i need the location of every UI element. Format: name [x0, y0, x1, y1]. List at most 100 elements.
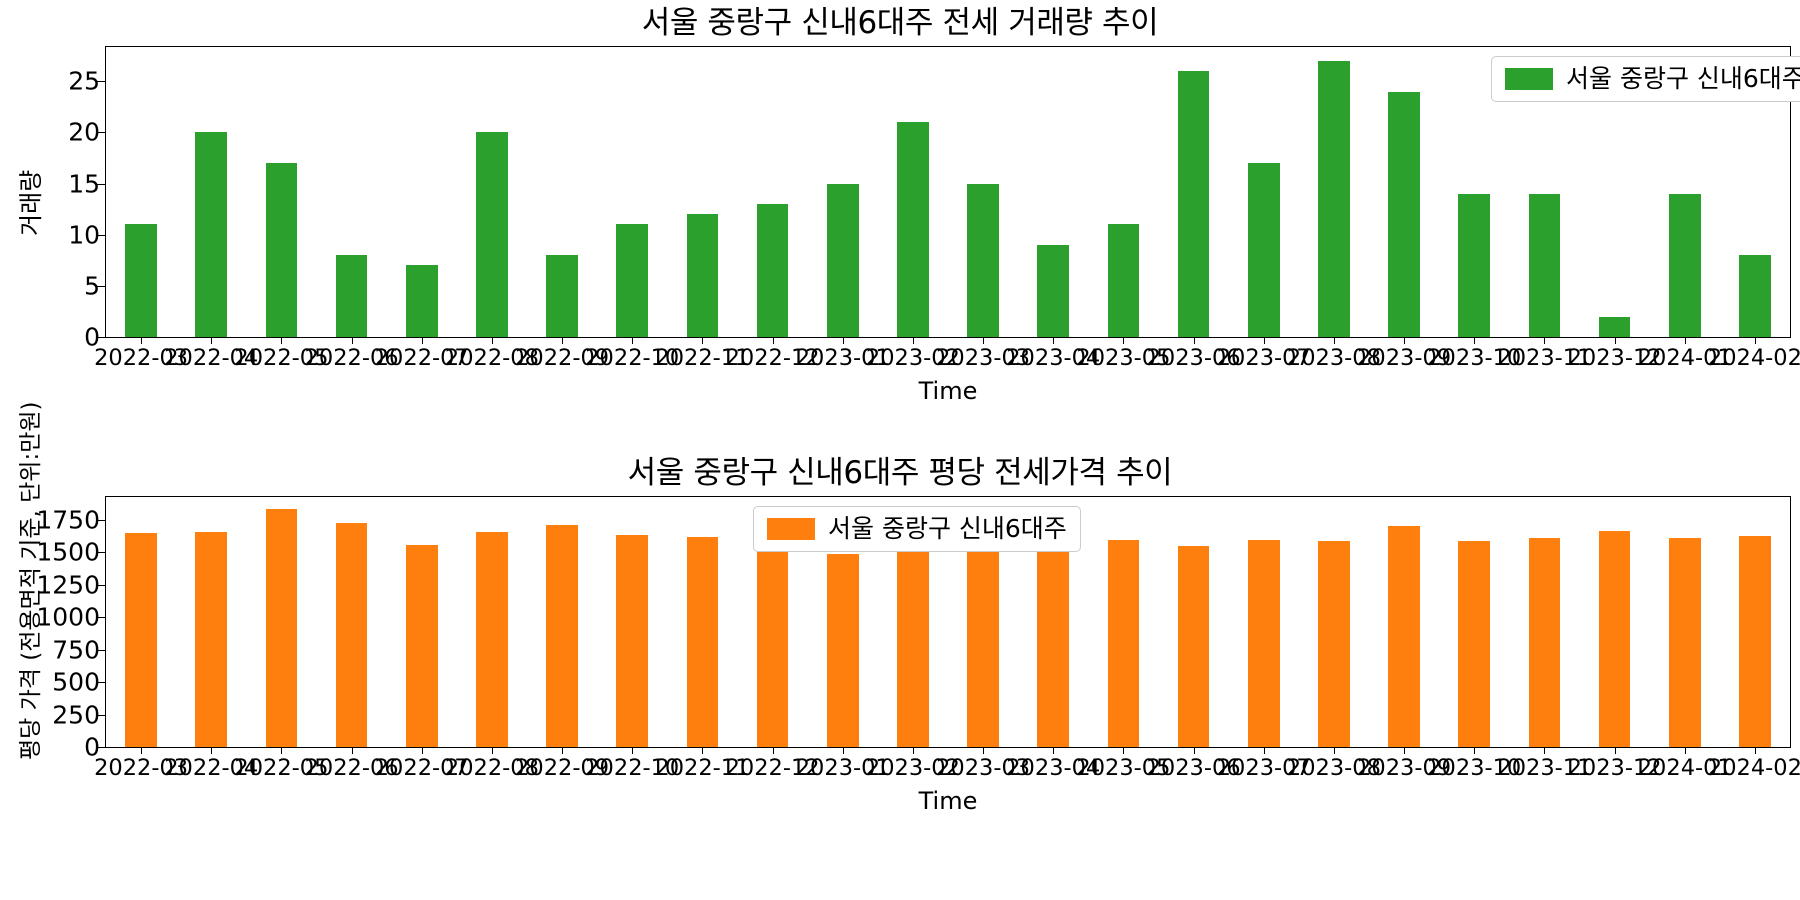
- xtick-label: 2023-02: [865, 755, 960, 781]
- bar[interactable]: [826, 183, 859, 337]
- bar[interactable]: [967, 183, 999, 337]
- bar[interactable]: [897, 122, 929, 337]
- bar[interactable]: [1318, 541, 1350, 747]
- plot-area-price: 2022-03 2022-04 2022-05 2022-06 2022-07 2022-…: [36, 496, 1800, 780]
- bar[interactable]: [1668, 537, 1701, 747]
- bar[interactable]: [265, 163, 298, 337]
- bar[interactable]: [616, 534, 648, 747]
- bar[interactable]: [335, 255, 368, 337]
- bar[interactable]: [1107, 540, 1140, 747]
- bar[interactable]: [476, 132, 508, 337]
- xtick-mark: [1053, 747, 1055, 754]
- xtick-label: 2023-10: [1427, 755, 1522, 781]
- bar[interactable]: [1458, 541, 1490, 747]
- ytick-label: 0: [84, 732, 100, 762]
- xtick-mark: [632, 747, 634, 754]
- bar-slot: [597, 47, 667, 337]
- bar[interactable]: [125, 533, 157, 747]
- ytick-mark: [97, 747, 106, 748]
- bar[interactable]: [1177, 71, 1210, 337]
- bar[interactable]: [1247, 163, 1280, 337]
- bar[interactable]: [686, 537, 719, 747]
- bar[interactable]: [616, 224, 648, 337]
- bar[interactable]: [756, 204, 789, 337]
- bar[interactable]: [1177, 546, 1210, 747]
- xtick-label: 2023-06: [1146, 755, 1241, 781]
- bar[interactable]: [686, 214, 719, 337]
- bar-slot: [1159, 47, 1229, 337]
- bar[interactable]: [1037, 244, 1069, 337]
- bar[interactable]: [1528, 193, 1561, 337]
- bar-slot: [1088, 47, 1158, 337]
- xtick-mark: [1474, 337, 1476, 344]
- xtick-mark: [912, 337, 914, 344]
- xtick-label: 2022-06: [304, 755, 399, 781]
- xtick-mark: [983, 337, 985, 344]
- bar[interactable]: [756, 538, 789, 747]
- bar[interactable]: [546, 255, 578, 337]
- bar[interactable]: [265, 508, 298, 747]
- bar[interactable]: [335, 523, 368, 747]
- bar[interactable]: [1598, 316, 1631, 337]
- bar-slot: [246, 47, 316, 337]
- bar[interactable]: [1668, 193, 1701, 337]
- xtick-label: 2023-04: [1006, 345, 1101, 371]
- bar[interactable]: [195, 532, 227, 747]
- bar[interactable]: [1107, 224, 1140, 337]
- bar[interactable]: [1458, 193, 1490, 337]
- bar-slot: [878, 497, 948, 747]
- bar[interactable]: [1739, 255, 1771, 337]
- bar-slot: [948, 47, 1018, 337]
- legend-swatch-icon: [767, 518, 815, 540]
- bar-slot: [176, 497, 246, 747]
- xtick-mark: [351, 337, 353, 344]
- bar[interactable]: [546, 525, 578, 747]
- bar[interactable]: [1528, 537, 1561, 747]
- bar[interactable]: [1739, 536, 1771, 747]
- bar[interactable]: [897, 542, 929, 747]
- bar[interactable]: [1037, 537, 1069, 747]
- ytick-mark: [97, 617, 106, 619]
- ytick-label: 20: [68, 117, 100, 147]
- legend-volume[interactable]: 서울 중랑구 신내6대주: [1491, 56, 1800, 102]
- xtick-mark: [1333, 337, 1335, 344]
- xtick-mark: [1263, 337, 1265, 344]
- xtick-mark: [1684, 747, 1686, 754]
- xtick-mark: [1684, 337, 1686, 344]
- xtick-mark: [1123, 337, 1125, 344]
- bar[interactable]: [405, 544, 438, 747]
- bar-slot: [1299, 47, 1369, 337]
- legend-price[interactable]: 서울 중랑구 신내6대주: [753, 506, 1081, 552]
- bar[interactable]: [195, 132, 227, 337]
- bar[interactable]: [1388, 91, 1420, 337]
- bar-series-price: [106, 497, 1790, 747]
- ytick-label: 5: [84, 271, 100, 301]
- xtick-label: 2022-05: [234, 755, 329, 781]
- bar[interactable]: [1388, 526, 1420, 747]
- bar[interactable]: [826, 553, 859, 747]
- xtick-label: 2024-02: [1707, 755, 1800, 781]
- bar-slot: [1369, 47, 1439, 337]
- xtick-label: 2023-07: [1216, 755, 1311, 781]
- xtick-label: 2024-02: [1707, 345, 1800, 371]
- xtick-label: 2023-08: [1286, 345, 1381, 371]
- xtick-label: 2022-08: [444, 345, 539, 371]
- bar[interactable]: [967, 543, 999, 747]
- xtick-label: 2022-08: [444, 755, 539, 781]
- xtick-label: 2023-08: [1286, 755, 1381, 781]
- bar-slot: [246, 497, 316, 747]
- bar[interactable]: [1598, 530, 1631, 747]
- xtick-label: 2023-07: [1216, 345, 1311, 371]
- bar[interactable]: [125, 224, 157, 337]
- bar-slot: [1650, 497, 1720, 747]
- ytick-mark: [97, 183, 106, 185]
- ytick-mark: [97, 132, 106, 134]
- xtick-label: 2023-03: [936, 755, 1031, 781]
- bar[interactable]: [1318, 60, 1350, 337]
- ytick-label: 500: [52, 667, 100, 697]
- bar[interactable]: [405, 265, 438, 337]
- xtick-label: 2023-04: [1006, 755, 1101, 781]
- bar[interactable]: [1247, 540, 1280, 747]
- xtick-label: 2022-11: [655, 345, 750, 371]
- bar[interactable]: [476, 532, 508, 747]
